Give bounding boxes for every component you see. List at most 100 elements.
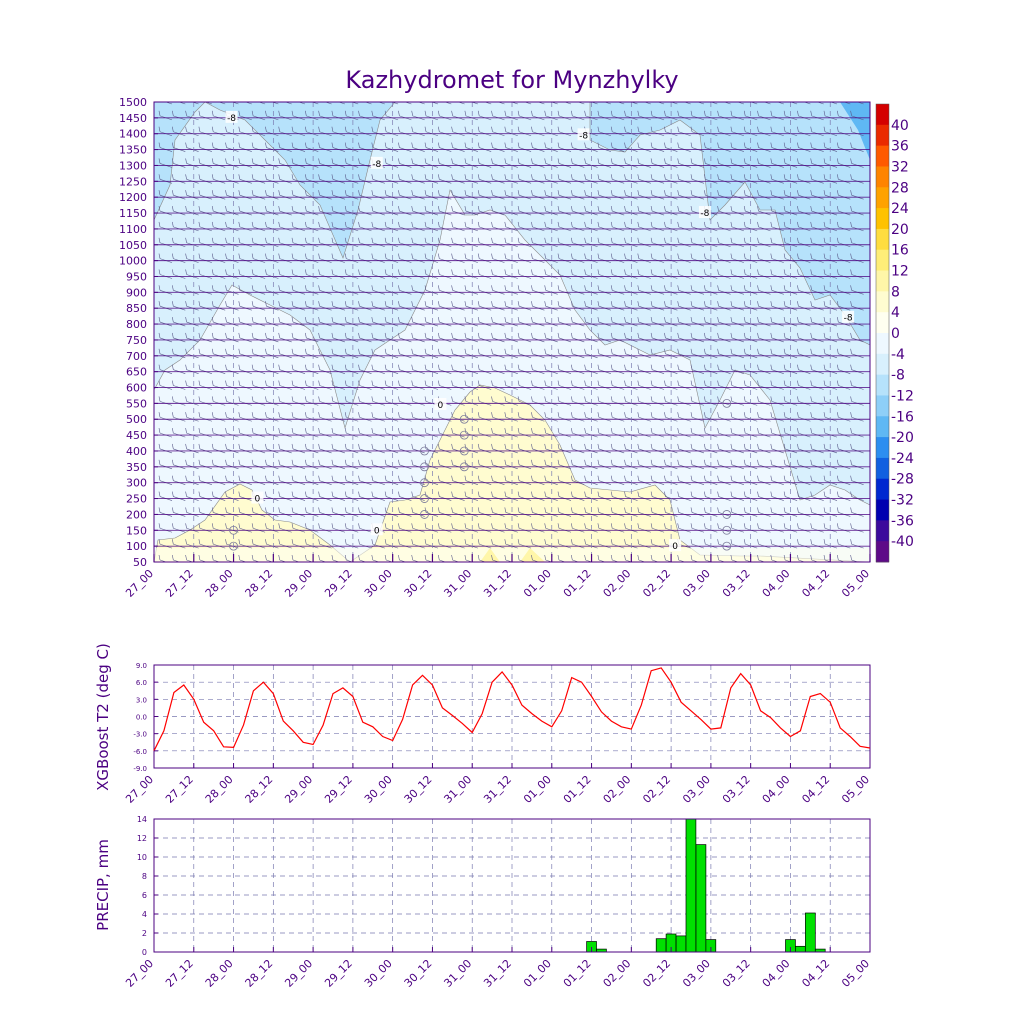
barb-flag [797,459,799,465]
barb-shaft [510,102,518,105]
barb-flag [690,126,693,132]
barb-flag [265,396,267,402]
barb-flag [597,364,600,370]
barb-flag [610,380,613,386]
barb-flag [504,301,507,307]
zero-marker [459,414,469,424]
barb-flag [238,459,241,465]
barb-flag [531,348,533,354]
barb-flag [717,523,719,529]
colorbar-swatch [876,228,889,251]
barb-flag [411,285,413,291]
zero-marker [722,398,732,408]
barb-flag [305,190,307,196]
barb-flag [850,269,852,275]
barb-flag [783,158,786,164]
barb-flag [225,190,227,196]
barb-flag [637,158,640,164]
wind-barb [683,102,691,105]
barb-shaft [266,559,274,562]
barb-flag [371,491,374,497]
barb-shaft [572,559,580,562]
barb-flag [265,348,267,354]
y-tick-label: 100 [126,540,147,553]
barb-flag [544,523,546,529]
wind-barb [358,554,367,562]
barb-flag [504,126,507,132]
barb-flag [464,174,467,180]
barb-flag [424,285,427,291]
barb-flag [278,110,280,116]
barb-flag [757,110,759,116]
barb-flag [610,237,613,243]
barb-flag [265,317,267,323]
barb-shaft [399,559,407,562]
barb-flag [438,174,440,180]
barb-flag [704,110,706,116]
barb-flag [464,491,467,497]
barb-flag [743,475,746,481]
barb-flag [717,428,719,434]
barb-flag [491,237,493,243]
barb-flag [850,443,852,450]
barb-flag [584,428,586,434]
barb-shaft [258,102,266,105]
barb-flag [770,523,773,529]
barb-flag [398,285,400,291]
barb-flag [610,190,613,196]
y-tick-label: 850 [126,302,147,315]
barb-flag [251,475,254,481]
barb-flag [238,491,241,497]
barb-flag [438,475,440,481]
barb-flag [211,158,214,164]
barb-flag [291,142,294,148]
barb-flag [690,174,693,180]
barb-flag [517,301,520,307]
barb-flag [810,523,812,529]
barb-flag [704,269,706,275]
barb-flag [372,95,373,100]
barb-flag [730,205,733,212]
barb-flag [451,253,453,259]
barb-flag [238,190,241,196]
barb-flag [851,95,852,100]
barb-flag [677,221,679,227]
barb-flag [477,285,480,291]
barb-flag [664,253,666,259]
wind-barb [438,554,447,562]
barb-flag [584,190,586,196]
wind-barb [198,554,207,562]
barb-shaft [771,559,779,562]
barb-flag [305,380,307,386]
barb-flag [172,523,174,529]
barb-flag [531,158,533,164]
barb-flag [810,174,812,180]
barb-flag [584,269,586,275]
barb-flag [305,253,307,259]
barb-flag [743,269,746,275]
barb-flag [172,158,174,164]
barb-flag [371,364,374,370]
barb-flag [491,443,493,450]
barb-flag [172,364,174,370]
barb-flag [172,205,174,212]
colorbar-swatch [876,291,889,313]
barb-flag [650,459,653,465]
y-tick-label: 900 [126,286,147,299]
barb-flag [358,507,360,513]
barb-flag [557,443,560,450]
barb-flag [424,491,427,497]
barb-flag [850,380,852,386]
barb-flag [743,332,746,338]
barb-flag [837,491,839,497]
barb-shaft [585,559,593,562]
barb-flag [730,332,733,338]
barb-flag [837,396,839,402]
barb-flag [251,190,254,196]
barb-flag [318,317,320,323]
barb-flag [451,237,453,243]
barb-flag [517,174,520,180]
barb-flag [291,380,294,386]
barb-flag [252,95,253,100]
barb-flag [531,253,533,259]
